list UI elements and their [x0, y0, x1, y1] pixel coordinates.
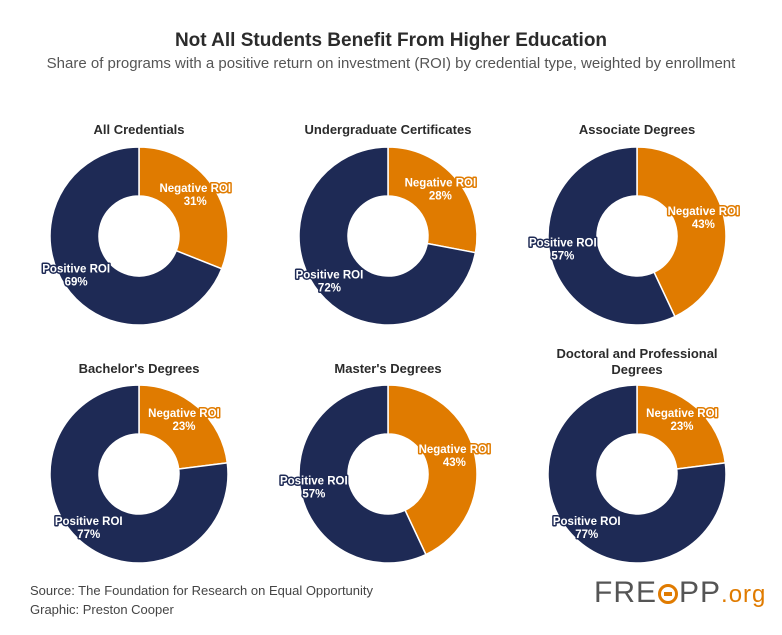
chart-subtitle: Share of programs with a positive return… — [46, 55, 736, 72]
slice-label: Negative ROI 31% — [159, 183, 231, 208]
donut-slice — [49, 146, 223, 326]
donut-slice — [636, 146, 727, 318]
slice-label: Positive ROI 69% — [42, 264, 110, 289]
chart-title-label: All Credentials — [93, 122, 184, 137]
donut-slice — [636, 384, 727, 470]
chart-title-label: Master's Degrees — [334, 361, 441, 376]
graphic-credit: Graphic: Preston Cooper — [30, 602, 174, 617]
donut-slice — [138, 384, 229, 470]
donut-chart: All Credentials Negative ROI 31% Positive R… — [41, 122, 233, 326]
logo-text-right: .org — [721, 581, 767, 608]
donut-chart: Undergraduate Certificates Negative ROI 28… — [294, 122, 478, 326]
donut-chart: Associate Degrees Negative ROI 43% Positive… — [527, 122, 741, 326]
donut-slice — [547, 146, 676, 326]
slice-label: Negative ROI 43% — [668, 206, 740, 231]
slice-label: Negative ROI 23% — [148, 408, 220, 433]
freopp-logo: FRE PP.org — [594, 576, 766, 616]
slice-label: Negative ROI 23% — [646, 408, 718, 433]
logo-o-mark-icon — [658, 584, 678, 604]
slice-label: Negative ROI 43% — [419, 444, 491, 469]
donut-slice — [387, 146, 478, 254]
slice-label: Positive ROI 57% — [280, 476, 348, 501]
logo-text-left: FRE — [594, 576, 657, 609]
donut-slice — [298, 384, 427, 564]
chart-title-label: Bachelor's Degrees — [79, 361, 200, 376]
footer: Source: The Foundation for Research on E… — [30, 581, 373, 619]
slice-label: Positive ROI 77% — [553, 516, 621, 541]
donut-slice — [387, 384, 478, 556]
slice-label: Negative ROI 28% — [405, 178, 477, 203]
donut-slice — [49, 384, 229, 564]
chart-title-label: Degrees — [611, 362, 662, 377]
chart-title: Not All Students Benefit From Higher Edu… — [174, 30, 608, 51]
donut-slice — [138, 146, 229, 270]
slice-label: Positive ROI 57% — [529, 238, 597, 263]
chart-title-label: Associate Degrees — [579, 122, 695, 137]
chart-title-label: Doctoral and Professional — [556, 346, 717, 361]
donut-slice — [547, 384, 727, 564]
donut-chart: Master's Degrees Negative ROI 43% Positive … — [278, 361, 492, 564]
chart-title-label: Undergraduate Certificates — [305, 122, 472, 137]
slice-label: Positive ROI 72% — [296, 269, 364, 294]
logo-text-mid: PP — [679, 576, 722, 609]
slice-label: Positive ROI 77% — [55, 516, 123, 541]
donut-chart: Bachelor's Degrees Negative ROI 23% Positiv… — [49, 361, 229, 564]
source-note: Source: The Foundation for Research on E… — [30, 583, 374, 598]
donut-slice — [298, 146, 477, 326]
